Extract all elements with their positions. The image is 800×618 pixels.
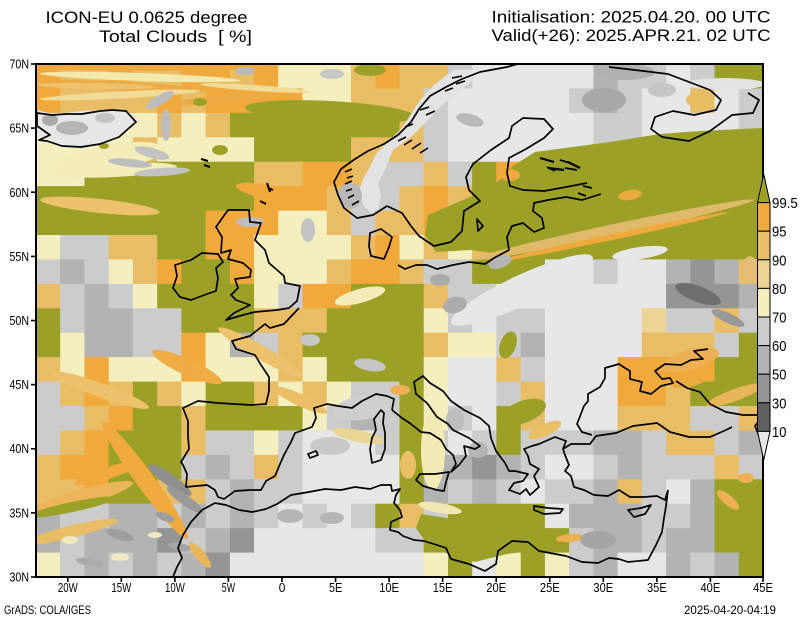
svg-text:GrADS: COLA/IGES: GrADS: COLA/IGES — [4, 603, 91, 617]
svg-text:50: 50 — [772, 367, 786, 384]
svg-text:60: 60 — [772, 338, 786, 355]
svg-text:95: 95 — [772, 224, 786, 241]
svg-text:Total Clouds [ %]: Total Clouds [ %] — [99, 27, 252, 46]
svg-text:30N: 30N — [10, 570, 30, 585]
svg-text:55N: 55N — [10, 249, 30, 264]
svg-text:35E: 35E — [647, 580, 667, 595]
svg-text:5W: 5W — [222, 580, 236, 595]
svg-text:45E: 45E — [753, 580, 773, 595]
svg-text:60N: 60N — [10, 185, 30, 200]
svg-text:50N: 50N — [10, 313, 30, 328]
svg-text:15W: 15W — [111, 580, 131, 595]
svg-text:Initialisation: 2025.04.20. 00: Initialisation: 2025.04.20. 00 UTC — [492, 8, 771, 27]
svg-text:40N: 40N — [10, 441, 30, 456]
svg-text:5E: 5E — [329, 580, 342, 595]
svg-text:70N: 70N — [10, 57, 30, 72]
svg-text:20W: 20W — [58, 580, 78, 595]
svg-text:20E: 20E — [486, 580, 506, 595]
svg-text:45N: 45N — [10, 377, 30, 392]
svg-text:40E: 40E — [701, 580, 721, 595]
svg-text:30: 30 — [772, 395, 786, 412]
svg-text:30E: 30E — [593, 580, 613, 595]
svg-text:ICON-EU 0.0625 degree: ICON-EU 0.0625 degree — [46, 8, 248, 27]
svg-text:10: 10 — [772, 424, 786, 441]
svg-text:90: 90 — [772, 252, 786, 269]
svg-text:10E: 10E — [379, 580, 399, 595]
svg-text:15E: 15E — [433, 580, 453, 595]
svg-text:Valid(+26): 2025.APR.21. 02 UT: Valid(+26): 2025.APR.21. 02 UTC — [492, 26, 771, 45]
svg-text:35N: 35N — [10, 505, 30, 520]
svg-text:65N: 65N — [10, 121, 30, 136]
svg-text:25E: 25E — [540, 580, 560, 595]
svg-text:80: 80 — [772, 281, 786, 298]
svg-text:10W: 10W — [165, 580, 185, 595]
svg-text:2025-04-20-04:19: 2025-04-20-04:19 — [684, 603, 776, 617]
svg-text:70: 70 — [772, 310, 786, 327]
svg-text:99.5: 99.5 — [772, 195, 798, 212]
svg-text:0: 0 — [279, 580, 286, 595]
